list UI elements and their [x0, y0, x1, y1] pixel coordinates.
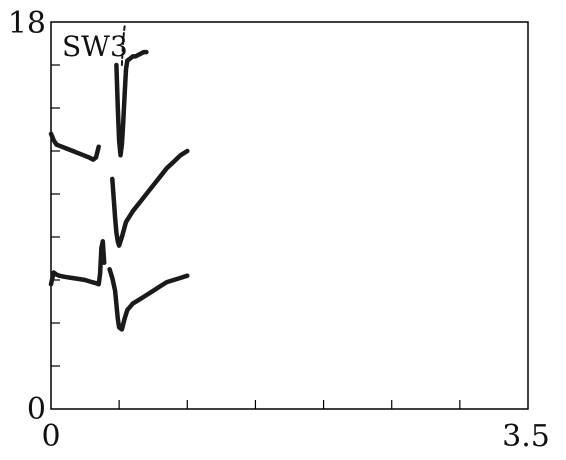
- x-tick-label-max: 3.5: [502, 419, 550, 454]
- y-tick-label-max: 18: [8, 6, 46, 41]
- plot-frame: [50, 21, 529, 410]
- data-traces: [48, 25, 190, 332]
- y-tick-label-min: 0: [27, 392, 46, 427]
- x-tick-label-min: 0: [41, 419, 60, 454]
- trace-6: [120, 25, 126, 66]
- trace-3: [110, 148, 190, 248]
- trace-1: [48, 239, 107, 287]
- trace-2: [107, 267, 190, 332]
- trace-5: [114, 49, 149, 158]
- x-axis-ticks: [118, 400, 461, 409]
- panel-label: SW3: [62, 30, 128, 63]
- trace-4: [48, 131, 101, 162]
